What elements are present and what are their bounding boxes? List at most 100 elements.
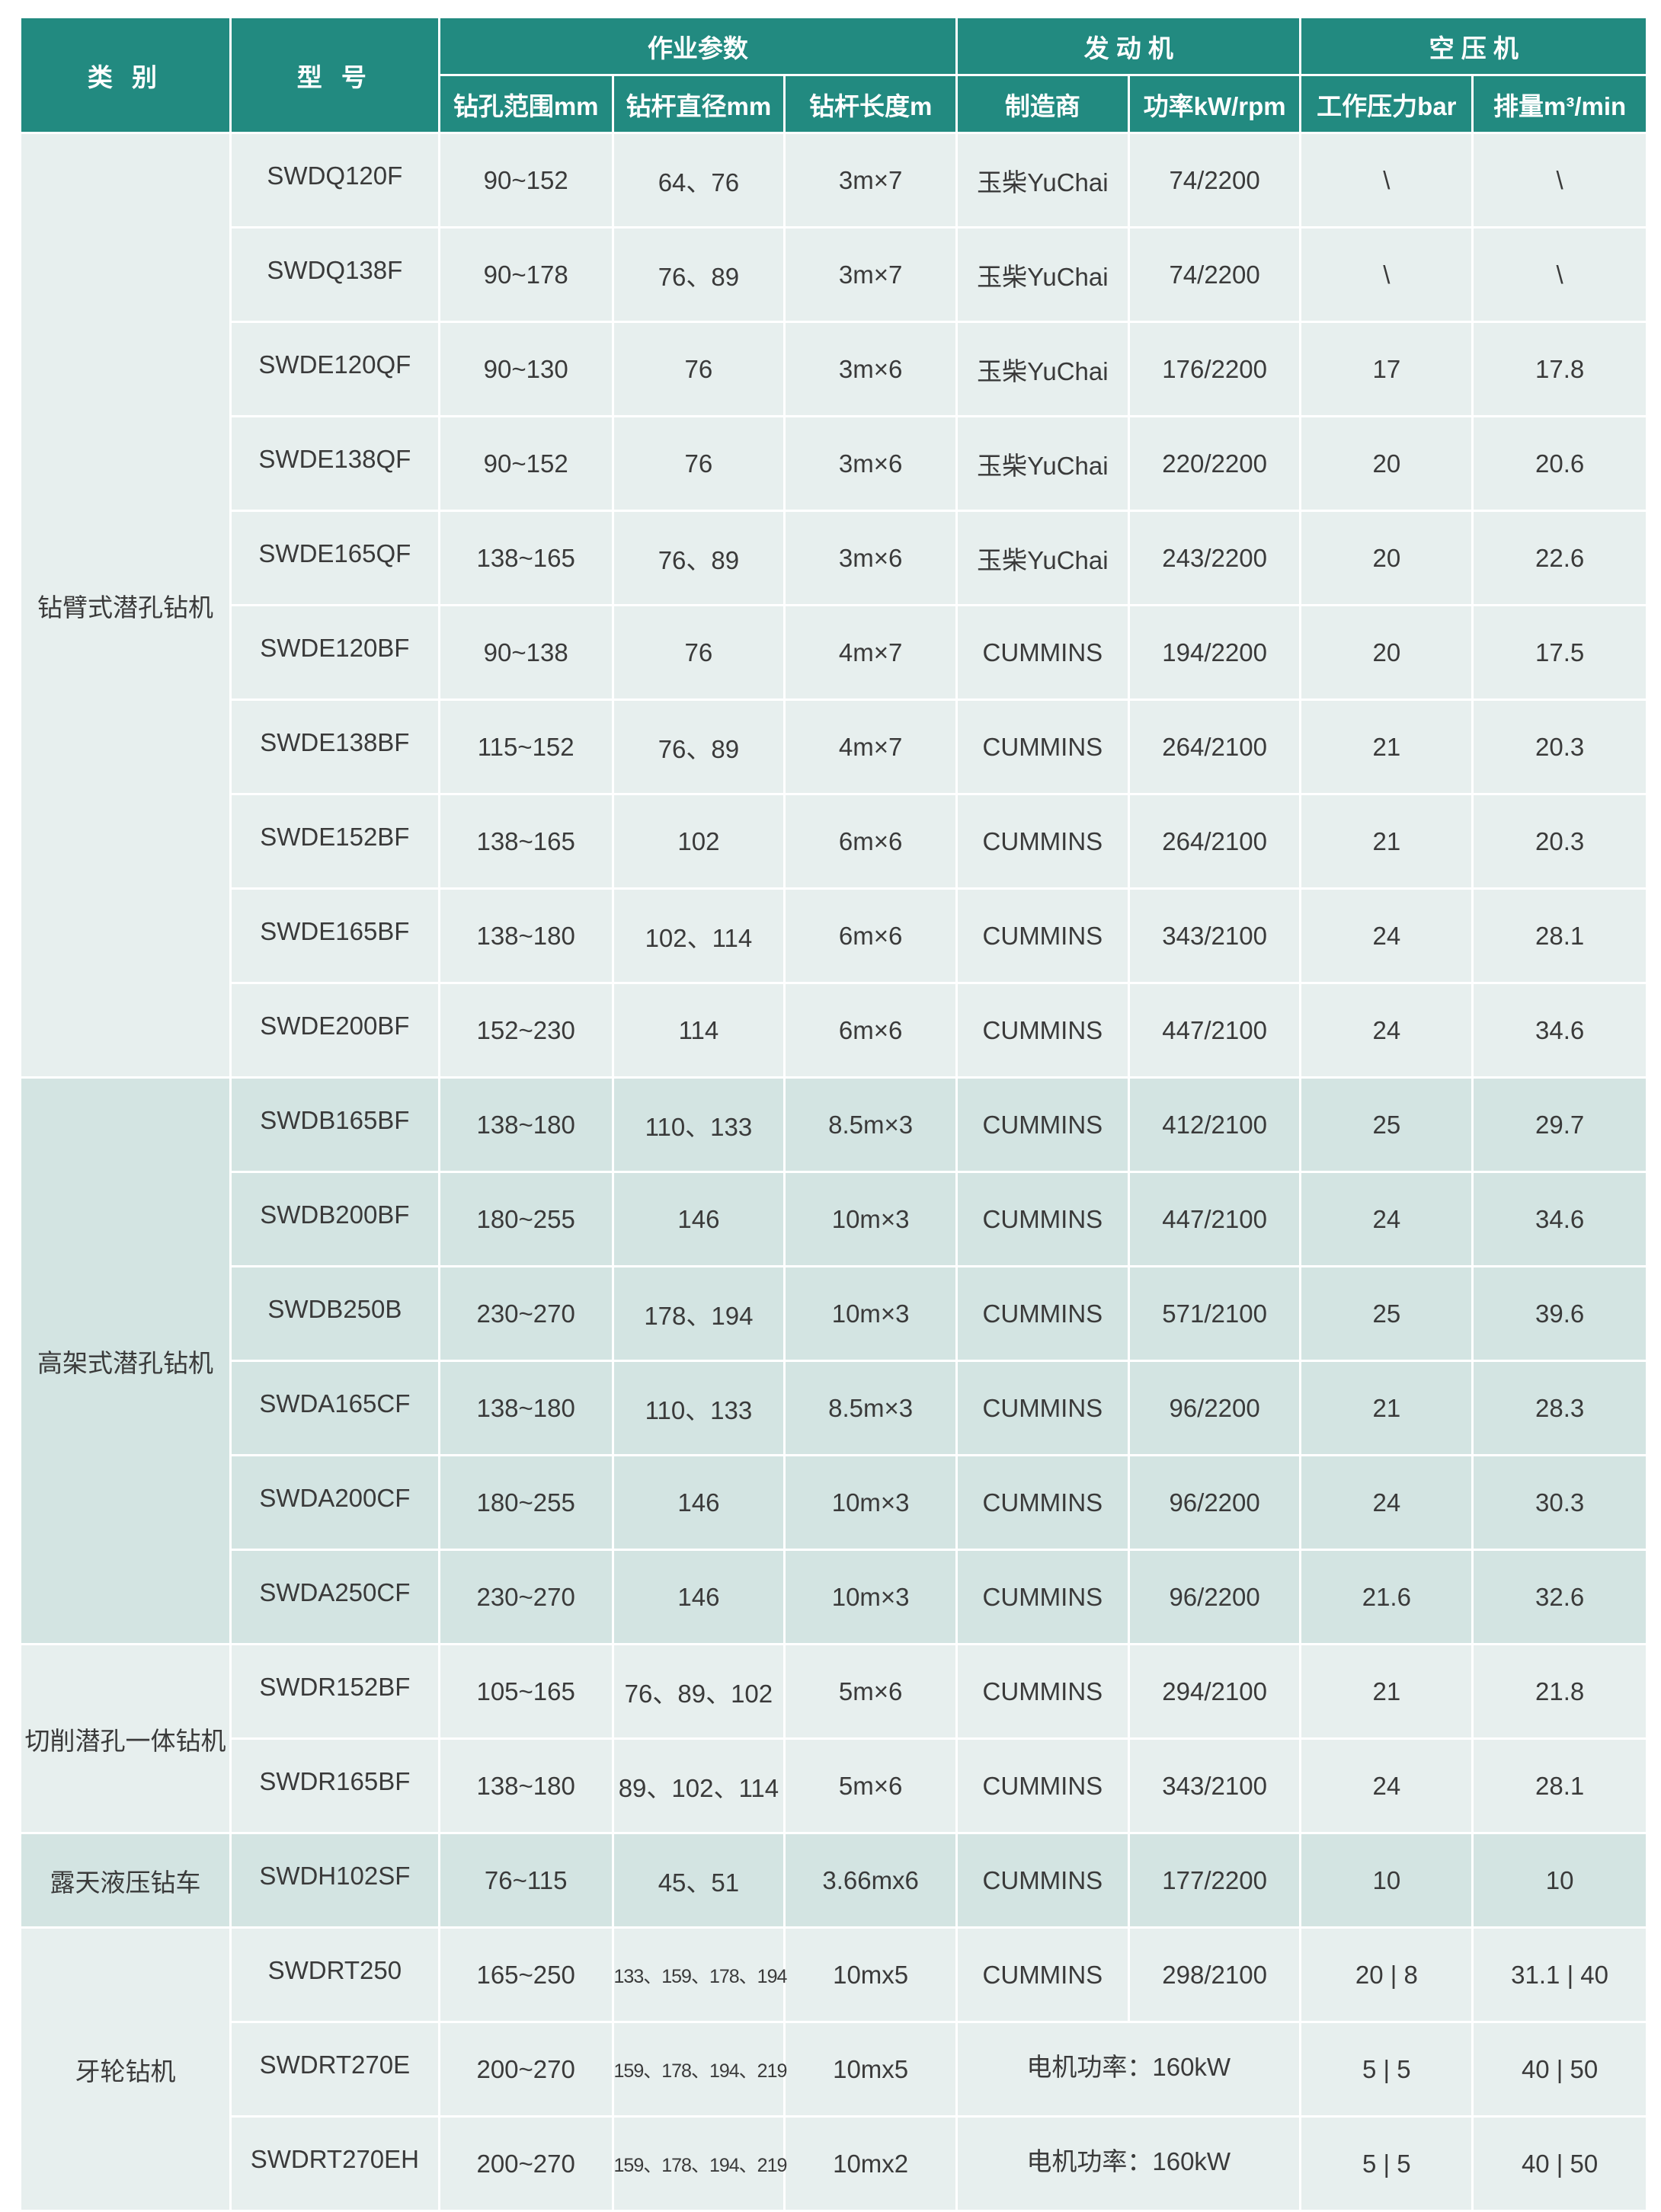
manufacturer-cell: 玉柴YuChai bbox=[958, 417, 1128, 510]
model-cell: SWDE200BF bbox=[231, 984, 438, 1076]
header-displacement: 排量m³/min bbox=[1474, 76, 1646, 132]
pressure-cell: \ bbox=[1301, 134, 1472, 226]
rod-length-cell: 8.5m×3 bbox=[786, 1079, 955, 1171]
model-cell: SWDE120QF bbox=[231, 323, 438, 415]
pressure-cell: 25 bbox=[1301, 1267, 1472, 1360]
pressure-cell: 20 bbox=[1301, 606, 1472, 698]
pressure-cell: 24 bbox=[1301, 984, 1472, 1076]
pressure-cell: 25 bbox=[1301, 1079, 1472, 1171]
power-cell: 96/2200 bbox=[1129, 1456, 1300, 1549]
pressure-cell: 21 bbox=[1301, 1645, 1472, 1737]
rod-length-cell: 3m×6 bbox=[786, 512, 955, 604]
displacement-cell: 31.1 | 40 bbox=[1474, 1929, 1646, 2021]
category-cell: 牙轮钻机 bbox=[21, 1929, 229, 2210]
model-cell: SWDRT270EH bbox=[231, 2118, 438, 2210]
manufacturer-cell: 玉柴YuChai bbox=[958, 323, 1128, 415]
hole-range-cell: 90~138 bbox=[440, 606, 612, 698]
rod-length-cell: 8.5m×3 bbox=[786, 1362, 955, 1454]
rod-length-cell: 3m×7 bbox=[786, 134, 955, 226]
manufacturer-cell: CUMMINS bbox=[958, 1551, 1128, 1643]
table-row: SWDE138BF 115~152 76、89 4m×7 CUMMINS 264/2100… bbox=[21, 701, 1646, 793]
table-row: SWDA165CF 138~180 110、133 8.5m×3 CUMMINS 96/2… bbox=[21, 1362, 1646, 1454]
table-row: SWDE200BF 152~230 114 6m×6 CUMMINS 447/2100 24… bbox=[21, 984, 1646, 1076]
table-row: SWDB200BF 180~255 146 10m×3 CUMMINS 447/2100 2… bbox=[21, 1173, 1646, 1265]
pressure-cell: 5 | 5 bbox=[1301, 2023, 1472, 2115]
manufacturer-cell: CUMMINS bbox=[958, 1834, 1128, 1926]
displacement-cell: 28.3 bbox=[1474, 1362, 1646, 1454]
displacement-cell: 20.6 bbox=[1474, 417, 1646, 510]
hole-range-cell: 180~255 bbox=[440, 1173, 612, 1265]
rod-diameter-cell: 159、178、194、219 bbox=[613, 2118, 787, 2210]
model-cell: SWDB250B bbox=[231, 1267, 438, 1360]
pressure-cell: 24 bbox=[1301, 1456, 1472, 1549]
table-row: 露天液压钻车 SWDH102SF 76~115 45、51 3.66mx6 CUMMINS… bbox=[21, 1834, 1646, 1926]
hole-range-cell: 138~180 bbox=[440, 1079, 612, 1171]
pressure-cell: 17 bbox=[1301, 323, 1472, 415]
rod-diameter-cell: 89、102、114 bbox=[613, 1740, 784, 1832]
power-cell: 294/2100 bbox=[1129, 1645, 1300, 1737]
rod-length-cell: 6m×6 bbox=[786, 890, 955, 982]
manufacturer-cell: CUMMINS bbox=[958, 1740, 1128, 1832]
table-row: SWDE138QF 90~152 76 3m×6 玉柴YuChai 220/2200 20 2… bbox=[21, 417, 1646, 510]
hole-range-cell: 115~152 bbox=[440, 701, 612, 793]
displacement-cell: 10 bbox=[1474, 1834, 1646, 1926]
model-cell: SWDA200CF bbox=[231, 1456, 438, 1549]
model-cell: SWDR152BF bbox=[231, 1645, 438, 1737]
category-cell: 切削潜孔一体钻机 bbox=[21, 1645, 229, 1832]
model-cell: SWDR165BF bbox=[231, 1740, 438, 1832]
displacement-cell: 32.6 bbox=[1474, 1551, 1646, 1643]
power-cell: 264/2100 bbox=[1129, 701, 1300, 793]
rod-length-cell: 10m×3 bbox=[786, 1267, 955, 1360]
rod-length-cell: 6m×6 bbox=[786, 984, 955, 1076]
pressure-cell: 21 bbox=[1301, 795, 1472, 887]
rod-diameter-cell: 76、89、102 bbox=[613, 1645, 784, 1737]
table-row: SWDE165BF 138~180 102、114 6m×6 CUMMINS 343/21… bbox=[21, 890, 1646, 982]
pressure-cell: 20 bbox=[1301, 512, 1472, 604]
hole-range-cell: 165~250 bbox=[440, 1929, 612, 2021]
manufacturer-cell: CUMMINS bbox=[958, 701, 1128, 793]
displacement-cell: 21.8 bbox=[1474, 1645, 1646, 1737]
manufacturer-cell: CUMMINS bbox=[958, 1079, 1128, 1171]
header-group-engine: 发 动 机 bbox=[958, 18, 1300, 74]
pressure-cell: \ bbox=[1301, 229, 1472, 321]
manufacturer-cell: CUMMINS bbox=[958, 1362, 1128, 1454]
rod-length-cell: 3m×7 bbox=[786, 229, 955, 321]
manufacturer-cell: CUMMINS bbox=[958, 1267, 1128, 1360]
rod-diameter-cell: 76、89 bbox=[613, 701, 784, 793]
power-cell: 194/2200 bbox=[1129, 606, 1300, 698]
displacement-cell: 34.6 bbox=[1474, 1173, 1646, 1265]
displacement-cell: 40 | 50 bbox=[1474, 2118, 1646, 2210]
rod-diameter-cell: 146 bbox=[613, 1173, 784, 1265]
table-row: SWDB250B 230~270 178、194 10m×3 CUMMINS 571/21… bbox=[21, 1267, 1646, 1360]
hole-range-cell: 90~178 bbox=[440, 229, 612, 321]
manufacturer-cell: CUMMINS bbox=[958, 890, 1128, 982]
header-model: 型 号 bbox=[231, 18, 438, 132]
displacement-cell: 17.8 bbox=[1474, 323, 1646, 415]
power-cell: 96/2200 bbox=[1129, 1362, 1300, 1454]
rod-length-cell: 4m×7 bbox=[786, 701, 955, 793]
power-cell: 243/2200 bbox=[1129, 512, 1300, 604]
hole-range-cell: 105~165 bbox=[440, 1645, 612, 1737]
power-cell: 412/2100 bbox=[1129, 1079, 1300, 1171]
rod-diameter-cell: 159、178、194、219 bbox=[613, 2023, 787, 2115]
displacement-cell: 28.1 bbox=[1474, 1740, 1646, 1832]
header-power: 功率kW/rpm bbox=[1129, 76, 1300, 132]
header-manufacturer: 制造商 bbox=[958, 76, 1128, 132]
rod-length-cell: 10mx5 bbox=[786, 2023, 955, 2115]
displacement-cell: \ bbox=[1474, 134, 1646, 226]
manufacturer-cell: CUMMINS bbox=[958, 984, 1128, 1076]
manufacturer-cell: 电机功率：160kW bbox=[958, 2023, 1300, 2115]
displacement-cell: \ bbox=[1474, 229, 1646, 321]
hole-range-cell: 230~270 bbox=[440, 1551, 612, 1643]
header-hole-range: 钻孔范围mm bbox=[440, 76, 612, 132]
table-row: 高架式潜孔钻机 SWDB165BF 138~180 110、133 8.5m×3 CUMM… bbox=[21, 1079, 1646, 1643]
pressure-cell: 20 bbox=[1301, 417, 1472, 510]
rod-diameter-cell: 133、159、178、194 bbox=[613, 1929, 787, 2021]
rod-length-cell: 5m×6 bbox=[786, 1740, 955, 1832]
hole-range-cell: 90~152 bbox=[440, 417, 612, 510]
rod-diameter-cell: 114 bbox=[613, 984, 784, 1076]
model-cell: SWDA165CF bbox=[231, 1362, 438, 1454]
power-cell: 176/2200 bbox=[1129, 323, 1300, 415]
hole-range-cell: 200~270 bbox=[440, 2118, 612, 2210]
model-cell: SWDH102SF bbox=[231, 1834, 438, 1926]
